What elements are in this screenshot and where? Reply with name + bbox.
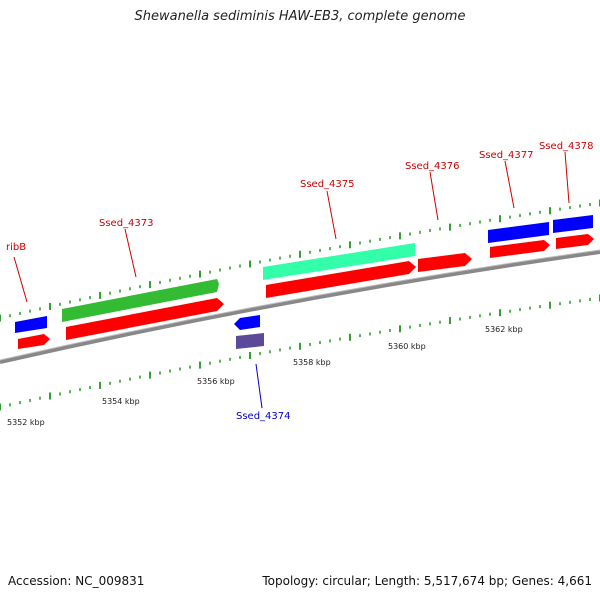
- gene-Ssed-4374-purple[interactable]: [236, 333, 264, 349]
- gene-label-ribB[interactable]: ribB: [6, 242, 26, 253]
- gene-Ssed-4374-blue[interactable]: [234, 315, 260, 330]
- gene-label-Ssed-4375[interactable]: Ssed_4375: [300, 179, 355, 190]
- map-title: Shewanella sediminis HAW-EB3, complete g…: [134, 9, 466, 24]
- ruler-label-5352: 5352 kbp: [7, 418, 45, 427]
- leader-Ssed-4377: [504, 160, 515, 209]
- leader-ribB: [13, 256, 28, 303]
- leader-Ssed-4376: [429, 171, 439, 221]
- topology-summary: Topology: circular; Length: 5,517,674 bp…: [262, 574, 592, 588]
- gene-Ssed-4373-red[interactable]: [66, 298, 224, 340]
- gene-Ssed-4377-blue[interactable]: [488, 222, 549, 243]
- gene-ribB-red[interactable]: [18, 334, 50, 349]
- ruler-label-5362: 5362 kbp: [485, 325, 523, 334]
- gene-Ssed-4376-red[interactable]: [418, 253, 472, 272]
- ruler-label-5358: 5358 kbp: [293, 358, 331, 367]
- accession-text: Accession: NC_009831: [8, 574, 145, 588]
- genome-backbone: [0, 250, 600, 364]
- leader-Ssed-4378: [564, 151, 570, 204]
- gene-label-Ssed-4376[interactable]: Ssed_4376: [405, 161, 460, 172]
- ruler-label-5360: 5360 kbp: [388, 342, 426, 351]
- ruler-label-5356: 5356 kbp: [197, 377, 235, 386]
- ruler-label-5354: 5354 kbp: [102, 397, 140, 406]
- gene-label-Ssed-4373[interactable]: Ssed_4373: [99, 218, 154, 229]
- outer-tick-marks: [0, 199, 600, 322]
- gene-Ssed-4373-green[interactable]: [62, 279, 219, 322]
- gene-ribB-blue[interactable]: [15, 316, 47, 333]
- leader-Ssed-4374: [255, 363, 263, 409]
- gene-label-Ssed-4378[interactable]: Ssed_4378: [539, 141, 594, 152]
- gene-Ssed-4378-red[interactable]: [556, 234, 594, 249]
- leader-Ssed-4375: [326, 190, 337, 240]
- gene-Ssed-4378-blue[interactable]: [553, 215, 593, 233]
- gene-Ssed-4375-cyan[interactable]: [263, 243, 415, 280]
- gene-Ssed-4377-red[interactable]: [490, 240, 550, 258]
- leader-Ssed-4373: [124, 228, 137, 278]
- gene-Ssed-4375-red[interactable]: [266, 261, 416, 298]
- inner-tick-marks: [0, 294, 600, 411]
- gene-label-Ssed-4377[interactable]: Ssed_4377: [479, 150, 534, 161]
- gene-label-Ssed-4374[interactable]: Ssed_4374: [236, 411, 291, 422]
